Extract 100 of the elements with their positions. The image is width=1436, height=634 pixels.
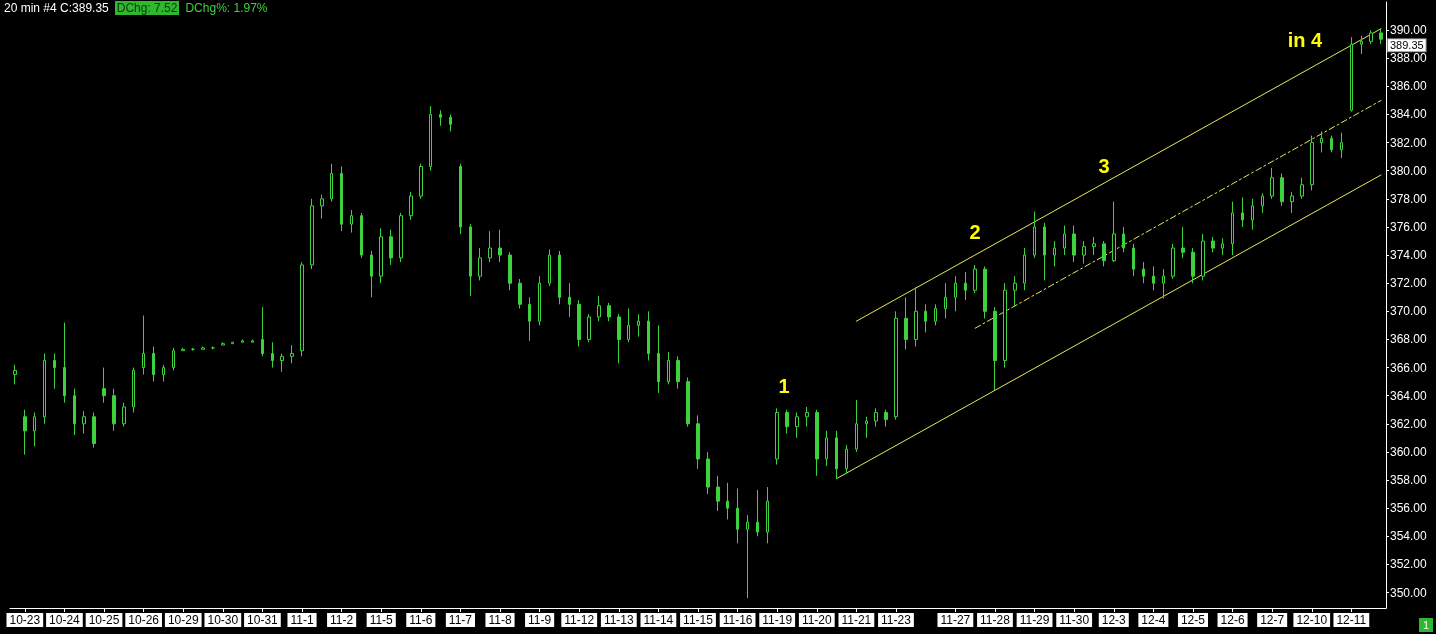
candlestick [1379, 28, 1383, 45]
y-tick-label: 356.00 [1390, 501, 1428, 516]
x-tick-label: 11-7 [448, 613, 473, 627]
candlestick [993, 306, 997, 391]
candlestick [439, 109, 442, 127]
candlestick [1102, 240, 1106, 267]
candlestick [558, 250, 561, 305]
candlestick [825, 430, 828, 467]
annotation: 3 [1098, 155, 1110, 177]
candlestick [1122, 226, 1125, 253]
candlestick [82, 410, 86, 435]
candlestick [340, 166, 343, 232]
candlestick [13, 364, 17, 385]
candlestick [231, 341, 234, 345]
candlestick [429, 105, 432, 172]
candlestick [201, 345, 205, 350]
candlestick [1350, 36, 1353, 113]
candlestick [805, 406, 809, 428]
candlestick [478, 247, 482, 281]
candlestick [894, 310, 898, 421]
candlestick [1142, 261, 1145, 284]
candlestick [251, 338, 254, 343]
candlestick [152, 345, 155, 383]
candlestick [1013, 275, 1017, 308]
candlestick [1003, 282, 1007, 369]
candlestick [271, 341, 274, 369]
x-tick-label: 10-26 [128, 613, 160, 627]
y-tick-label: 366.00 [1390, 360, 1428, 375]
candlestick [775, 407, 779, 466]
text: 1 [1418, 618, 1433, 632]
candlestick [1251, 198, 1254, 231]
annotation: DChg%: 1.97% [185, 1, 268, 15]
x-tick-label: 11-16 [722, 613, 753, 627]
candlestick [518, 278, 522, 310]
candlestick [1221, 237, 1224, 256]
candlestick [874, 407, 878, 428]
x-tick-label: 11-21 [841, 613, 872, 627]
candlestick [746, 514, 749, 599]
x-tick-label: 11-23 [881, 613, 912, 627]
candlestick [498, 229, 502, 263]
x-tick-label: 11-14 [643, 613, 674, 627]
y-tick-label: 378.00 [1390, 191, 1428, 206]
candlestick [1023, 247, 1026, 291]
candlestick [1300, 177, 1304, 200]
y-tick-label: 384.00 [1390, 107, 1428, 122]
x-tick-label: 12-3 [1101, 613, 1127, 627]
x-tick-label: 12-5 [1180, 613, 1206, 627]
y-tick-label: 390.00 [1390, 23, 1428, 38]
candlestick [1320, 130, 1323, 153]
x-tick-label: 10-29 [167, 613, 199, 627]
candlestick [667, 351, 670, 385]
candlestick [1112, 201, 1116, 263]
candlestick [1280, 173, 1284, 207]
candlestick [1231, 201, 1234, 256]
candlestick [459, 163, 462, 235]
y-tick-label: 374.00 [1390, 248, 1428, 263]
y-tick-label: 386.00 [1390, 79, 1428, 94]
candlestick [855, 399, 858, 453]
candlestick [944, 282, 947, 319]
candlestick [964, 271, 967, 301]
x-tick-label: 11-20 [801, 613, 833, 627]
candlestick [350, 209, 353, 234]
y-tick-label: 352.00 [1390, 557, 1428, 572]
candlestick [1201, 233, 1205, 281]
candlestick [1132, 243, 1135, 277]
candlestick [1082, 240, 1086, 265]
candlestick [815, 409, 819, 477]
candlestick [172, 347, 175, 371]
candlestick [568, 282, 571, 318]
candlestick [399, 212, 403, 263]
candlestick [676, 355, 680, 390]
candlestick [142, 315, 145, 376]
x-tick-label: 11-27 [940, 613, 971, 627]
y-tick-label: 364.00 [1390, 388, 1428, 403]
candlestick [1211, 236, 1215, 253]
annotation: in 4 [1287, 29, 1324, 51]
x-tick-label: 10-25 [88, 613, 120, 627]
candlestick [696, 414, 700, 470]
chart-title: 20 min #4 C:389.35 [4, 1, 109, 15]
x-tick-label: 11-8 [488, 613, 512, 627]
candlestick [597, 295, 601, 322]
candlestick [122, 402, 126, 428]
annotation: 1 [778, 375, 790, 397]
candlestick [1330, 135, 1333, 153]
y-tick-label: 382.00 [1390, 135, 1428, 150]
candlestick [112, 388, 116, 432]
chart-subtitle: DChg: 7.52 [114, 1, 180, 15]
candlestick [73, 388, 76, 436]
x-tick-label: 11-5 [369, 613, 394, 627]
x-tick-label: 11-28 [980, 613, 1011, 627]
candlestick [865, 416, 868, 439]
y-tick-label: 372.00 [1390, 276, 1428, 291]
candlestick [53, 353, 56, 390]
x-tick-label: 11-6 [409, 613, 433, 627]
y-tick-label: 362.00 [1390, 416, 1428, 431]
candlestick [449, 113, 452, 132]
x-tick-label: 11-2 [330, 613, 354, 627]
candlestick [1270, 167, 1274, 200]
candlestick [1290, 191, 1294, 214]
candlestick [1360, 35, 1363, 55]
